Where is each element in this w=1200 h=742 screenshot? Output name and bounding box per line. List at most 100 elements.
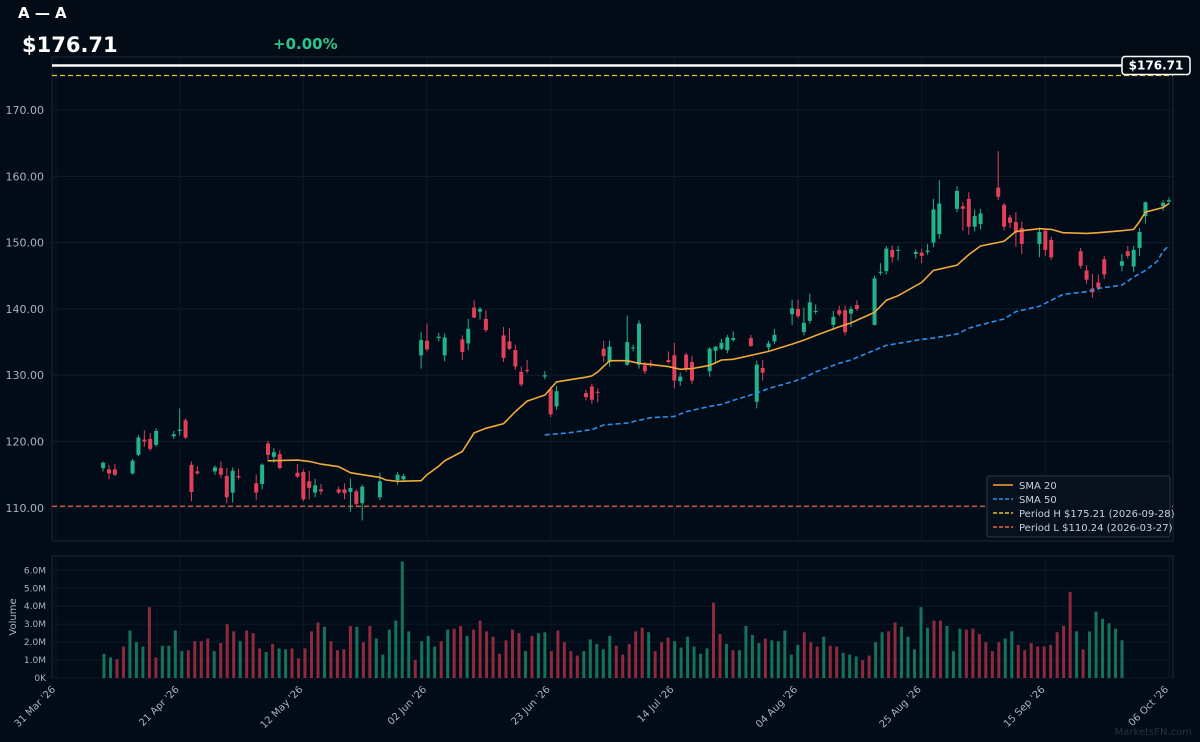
volume-bar [750, 634, 754, 678]
candle-body [107, 469, 111, 474]
candle [1102, 255, 1107, 280]
volume-bar [763, 638, 767, 678]
candle [937, 180, 942, 239]
volume-bar [517, 633, 521, 678]
volume-bar [355, 626, 359, 678]
candle [1037, 227, 1042, 258]
candle [854, 300, 859, 311]
candle-body [719, 342, 724, 349]
volume-bar [724, 643, 728, 678]
candle [218, 461, 223, 479]
volume-bar [848, 654, 852, 678]
candle-body [478, 308, 482, 312]
volume-bar [1023, 650, 1027, 678]
candle-body [213, 467, 217, 472]
volume-bar [245, 630, 249, 678]
candle [801, 307, 806, 336]
candle-body [937, 203, 942, 235]
x-tick-label: 15 Sep '26 [1002, 684, 1048, 730]
volume-bar [776, 641, 780, 678]
price-tick-label: 140.00 [6, 303, 45, 316]
candle [442, 333, 447, 362]
volume-bar [822, 636, 826, 678]
candle-body [849, 308, 853, 314]
volume-bar [945, 625, 949, 678]
volume-bar [433, 646, 437, 678]
candle [837, 305, 842, 317]
volume-tick-label: 0K [34, 674, 47, 684]
candle [966, 192, 971, 235]
volume-bar [621, 654, 625, 678]
candle-body [112, 469, 117, 475]
volume-bar [997, 642, 1001, 678]
volume-bar [108, 657, 112, 678]
candle [342, 483, 347, 500]
volume-bar [309, 631, 313, 678]
candle-body [472, 307, 477, 318]
x-tick-label: 02 Jun '26 [386, 684, 429, 727]
volume-bar [971, 628, 975, 678]
volume-bar [556, 630, 560, 678]
volume-bar [977, 634, 981, 678]
candle-body [442, 337, 447, 356]
candle-body [872, 278, 877, 325]
candle [224, 468, 229, 504]
candle-body [260, 464, 265, 484]
candle [354, 489, 359, 508]
volume-bar [887, 631, 891, 678]
volume-bar [783, 630, 787, 678]
volume-bar [835, 646, 839, 678]
candle-body [1013, 222, 1018, 233]
candle-body [607, 346, 612, 362]
volume-bar [640, 627, 644, 678]
candle-body [1049, 239, 1054, 258]
volume-bar [225, 624, 229, 678]
volume-bar [361, 642, 365, 678]
volume-bar [653, 651, 657, 678]
candle-body [295, 472, 300, 477]
volume-bar [154, 657, 158, 678]
candle-body [1137, 232, 1142, 248]
volume-bar [757, 643, 761, 678]
candle [266, 440, 270, 462]
candle-body [790, 308, 795, 315]
candle-body [972, 216, 977, 227]
ticker-label: A — A [18, 4, 67, 22]
candle [466, 318, 471, 351]
volume-bar [1094, 611, 1098, 678]
volume-bar [900, 626, 904, 678]
volume-tick-label: 6.0M [24, 566, 46, 576]
candle [666, 351, 671, 364]
volume-bar [913, 649, 917, 678]
volume-bar [413, 660, 417, 678]
x-tick-label: 06 Oct '26 [1127, 684, 1171, 728]
last-price-tag-box [1121, 55, 1191, 76]
volume-bar [828, 645, 832, 678]
candle [813, 304, 818, 315]
watermark: MarketsFN.com [1114, 727, 1192, 738]
candle-body [501, 335, 506, 359]
volume-bar [219, 643, 223, 678]
candle-body [978, 213, 983, 225]
candle [548, 386, 553, 418]
candle-body [766, 343, 771, 348]
candle [690, 356, 694, 384]
volume-bar [536, 633, 540, 678]
volume-bar [984, 642, 988, 678]
volume-bar [893, 622, 897, 678]
volume-bar [407, 631, 411, 678]
candle-body [690, 361, 694, 381]
candle [631, 344, 636, 352]
candle-body [1167, 200, 1171, 202]
candle [960, 202, 965, 231]
volume-bar [420, 641, 424, 678]
volume-bar [199, 641, 203, 678]
volume-bar [809, 642, 813, 678]
candle [295, 464, 300, 479]
volume-bar [861, 660, 865, 678]
candle-body [395, 474, 400, 481]
candle-body [1125, 251, 1130, 256]
x-tick-label: 31 Mar '26 [13, 684, 59, 730]
candle-body [1078, 251, 1083, 266]
volume-bar [485, 631, 489, 678]
